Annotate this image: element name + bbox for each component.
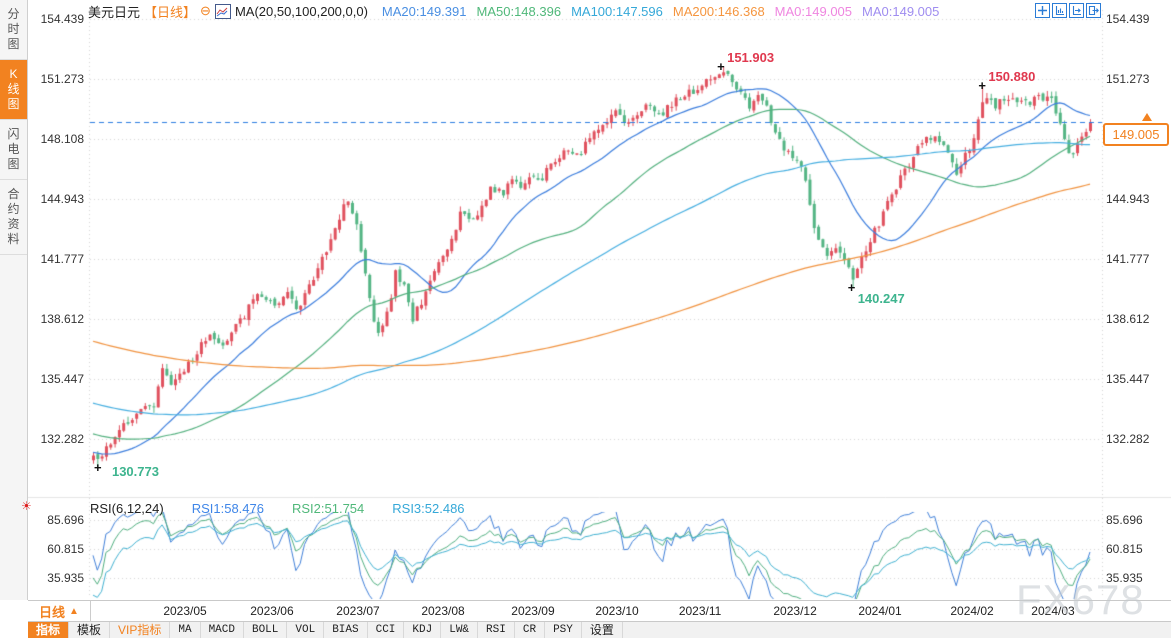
- toolbar-button-指标[interactable]: 指标: [28, 622, 70, 638]
- axis-tick-label: 132.282: [40, 432, 84, 446]
- collapse-icon[interactable]: ⊖: [200, 3, 211, 18]
- price-marker-cross: +: [93, 459, 102, 475]
- toolbar-button-PSY[interactable]: PSY: [545, 622, 582, 638]
- axis-tick-label: 154.439: [1106, 12, 1150, 26]
- month-label: 2024/02: [950, 604, 994, 618]
- month-label: 2023/11: [678, 604, 722, 618]
- chart-thumbnail-icon: [214, 3, 231, 19]
- axis-tick-label: 60.815: [1106, 542, 1143, 556]
- month-label: 2023/10: [595, 604, 639, 618]
- chart-window-controls: [1035, 3, 1101, 18]
- toolbar-button-模板[interactable]: 模板: [69, 622, 111, 638]
- toolbar-button-LW&[interactable]: LW&: [441, 622, 479, 638]
- toolbar-button-BIAS[interactable]: BIAS: [324, 622, 368, 638]
- toolbar-button-设置[interactable]: 设置: [582, 622, 623, 638]
- axis-tick-label: 60.815: [47, 542, 84, 556]
- axis-tick-label: 132.282: [1106, 432, 1150, 446]
- axis-tick-label: 85.696: [1106, 513, 1143, 527]
- toolbar-button-RSI[interactable]: RSI: [478, 622, 515, 638]
- axis-tick-label: 135.447: [40, 372, 84, 386]
- month-label: 2024/03: [1031, 604, 1075, 618]
- month-label: 2023/12: [773, 604, 817, 618]
- rsi-values: RSI1:58.476 RSI2:51.754 RSI3:52.486: [178, 501, 479, 516]
- price-annotation: 140.247: [857, 290, 905, 306]
- month-label: 2023/08: [421, 604, 465, 618]
- rsi-value-label: RSI3:52.486: [392, 501, 465, 516]
- period-selector[interactable]: 日线 ▲: [28, 601, 91, 621]
- period-tag: 【日线】: [144, 4, 197, 20]
- rsi-value-label: RSI1:58.476: [191, 501, 264, 516]
- date-axis: 日线 ▲ 2023/05 2023/06 2023/07 2023/08 2023/09…: [28, 600, 1171, 622]
- toolbar-button-VOL[interactable]: VOL: [287, 622, 325, 638]
- month-label: 2023/09: [511, 604, 555, 618]
- price-annotation: 130.773: [111, 463, 159, 479]
- price-up-arrow-icon: [1142, 112, 1152, 121]
- month-label: 2023/06: [250, 604, 294, 618]
- price-annotation: 150.880: [988, 69, 1036, 85]
- axis-tick-label: 144.943: [40, 192, 84, 206]
- ma-value-label: MA20:149.391: [381, 3, 467, 19]
- month-label: 2023/05: [163, 604, 207, 618]
- price-marker-cross: +: [717, 59, 725, 75]
- axis-tick-label: 138.612: [40, 312, 84, 326]
- x-axis-scale-icon[interactable]: [1069, 3, 1084, 18]
- axis-tick-label: 151.273: [1106, 72, 1150, 86]
- sidebar-tab-1[interactable]: 分时图: [0, 0, 27, 60]
- crosshair-pan-icon[interactable]: [1035, 3, 1050, 18]
- axis-tick-label: 151.273: [40, 72, 84, 86]
- toolbar-button-CCI[interactable]: CCI: [368, 622, 405, 638]
- toolbar-button-VIP指标[interactable]: VIP指标: [110, 622, 171, 638]
- axis-tick-label: 138.612: [1106, 312, 1150, 326]
- price-marker-cross: +: [978, 78, 986, 94]
- period-label: 日线: [39, 604, 66, 620]
- toolbar-button-BOLL[interactable]: BOLL: [244, 622, 288, 638]
- ma-value-label: MA0:149.005: [774, 3, 853, 19]
- axis-tick-label: 154.439: [40, 12, 84, 26]
- axis-tick-label: 35.935: [1106, 571, 1143, 585]
- month-label: 2023/07: [336, 604, 380, 618]
- rsi-value-label: RSI2:51.754: [291, 501, 365, 516]
- y-axis-scale-icon[interactable]: [1052, 3, 1067, 18]
- ma-value-label: MA100:147.596: [571, 3, 663, 19]
- current-price-value: 149.005: [1112, 126, 1160, 142]
- sidebar-tab-3[interactable]: 闪电图: [0, 120, 27, 180]
- rsi-header: RSI(6,12,24) RSI1:58.476 RSI2:51.754 RSI3:5…: [90, 501, 493, 516]
- current-price-badge: 149.005: [1103, 122, 1169, 146]
- axis-tick-label: 35.935: [47, 571, 84, 585]
- axis-tick-label: 148.108: [40, 132, 84, 146]
- ma-value-label: MA200:146.368: [672, 3, 765, 19]
- ma-value-label: MA50:148.396: [476, 3, 562, 19]
- month-label: 2024/01: [858, 604, 902, 618]
- indicator-toolbar: 指标 模板 VIP指标 MA MACD BOLL VOL BIAS CCI KDJ LW& RSI CR…: [28, 621, 1171, 638]
- axis-tick-label: 135.447: [1106, 372, 1150, 386]
- axis-tick-label: 85.696: [47, 513, 84, 527]
- price-marker-cross: +: [847, 279, 856, 295]
- toolbar-button-CR[interactable]: CR: [515, 622, 546, 638]
- price-annotation: 151.903: [727, 50, 775, 66]
- symbol-title: 美元日元: [88, 4, 141, 20]
- chart-header: 美元日元 【日线】 ⊖ MA(20,50,100,200,0,0) MA20:1…: [88, 2, 939, 20]
- ma-formula: MA(20,50,100,200,0,0): [234, 3, 368, 19]
- axis-tick-label: 144.943: [1106, 192, 1150, 206]
- ma-value-label: MA0:149.005: [862, 3, 940, 19]
- ma-values: MA20:149.391 MA50:148.396 MA100:147.596 MA2…: [372, 4, 939, 19]
- toolbar-button-MA[interactable]: MA: [170, 622, 201, 638]
- axis-tick-label: 141.777: [40, 252, 84, 266]
- sidebar-tab-4[interactable]: 合约资料: [0, 180, 27, 255]
- toolbar-button-KDJ[interactable]: KDJ: [404, 622, 442, 638]
- toolbar-button-MACD[interactable]: MACD: [201, 622, 244, 638]
- period-dropdown-arrow-icon: ▲: [69, 605, 79, 617]
- rsi-formula: RSI(6,12,24): [90, 501, 164, 516]
- indicator-settings-icon[interactable]: ☀: [21, 499, 32, 513]
- axis-tick-label: 141.777: [1106, 252, 1150, 266]
- exit-fullscreen-icon[interactable]: [1086, 3, 1101, 18]
